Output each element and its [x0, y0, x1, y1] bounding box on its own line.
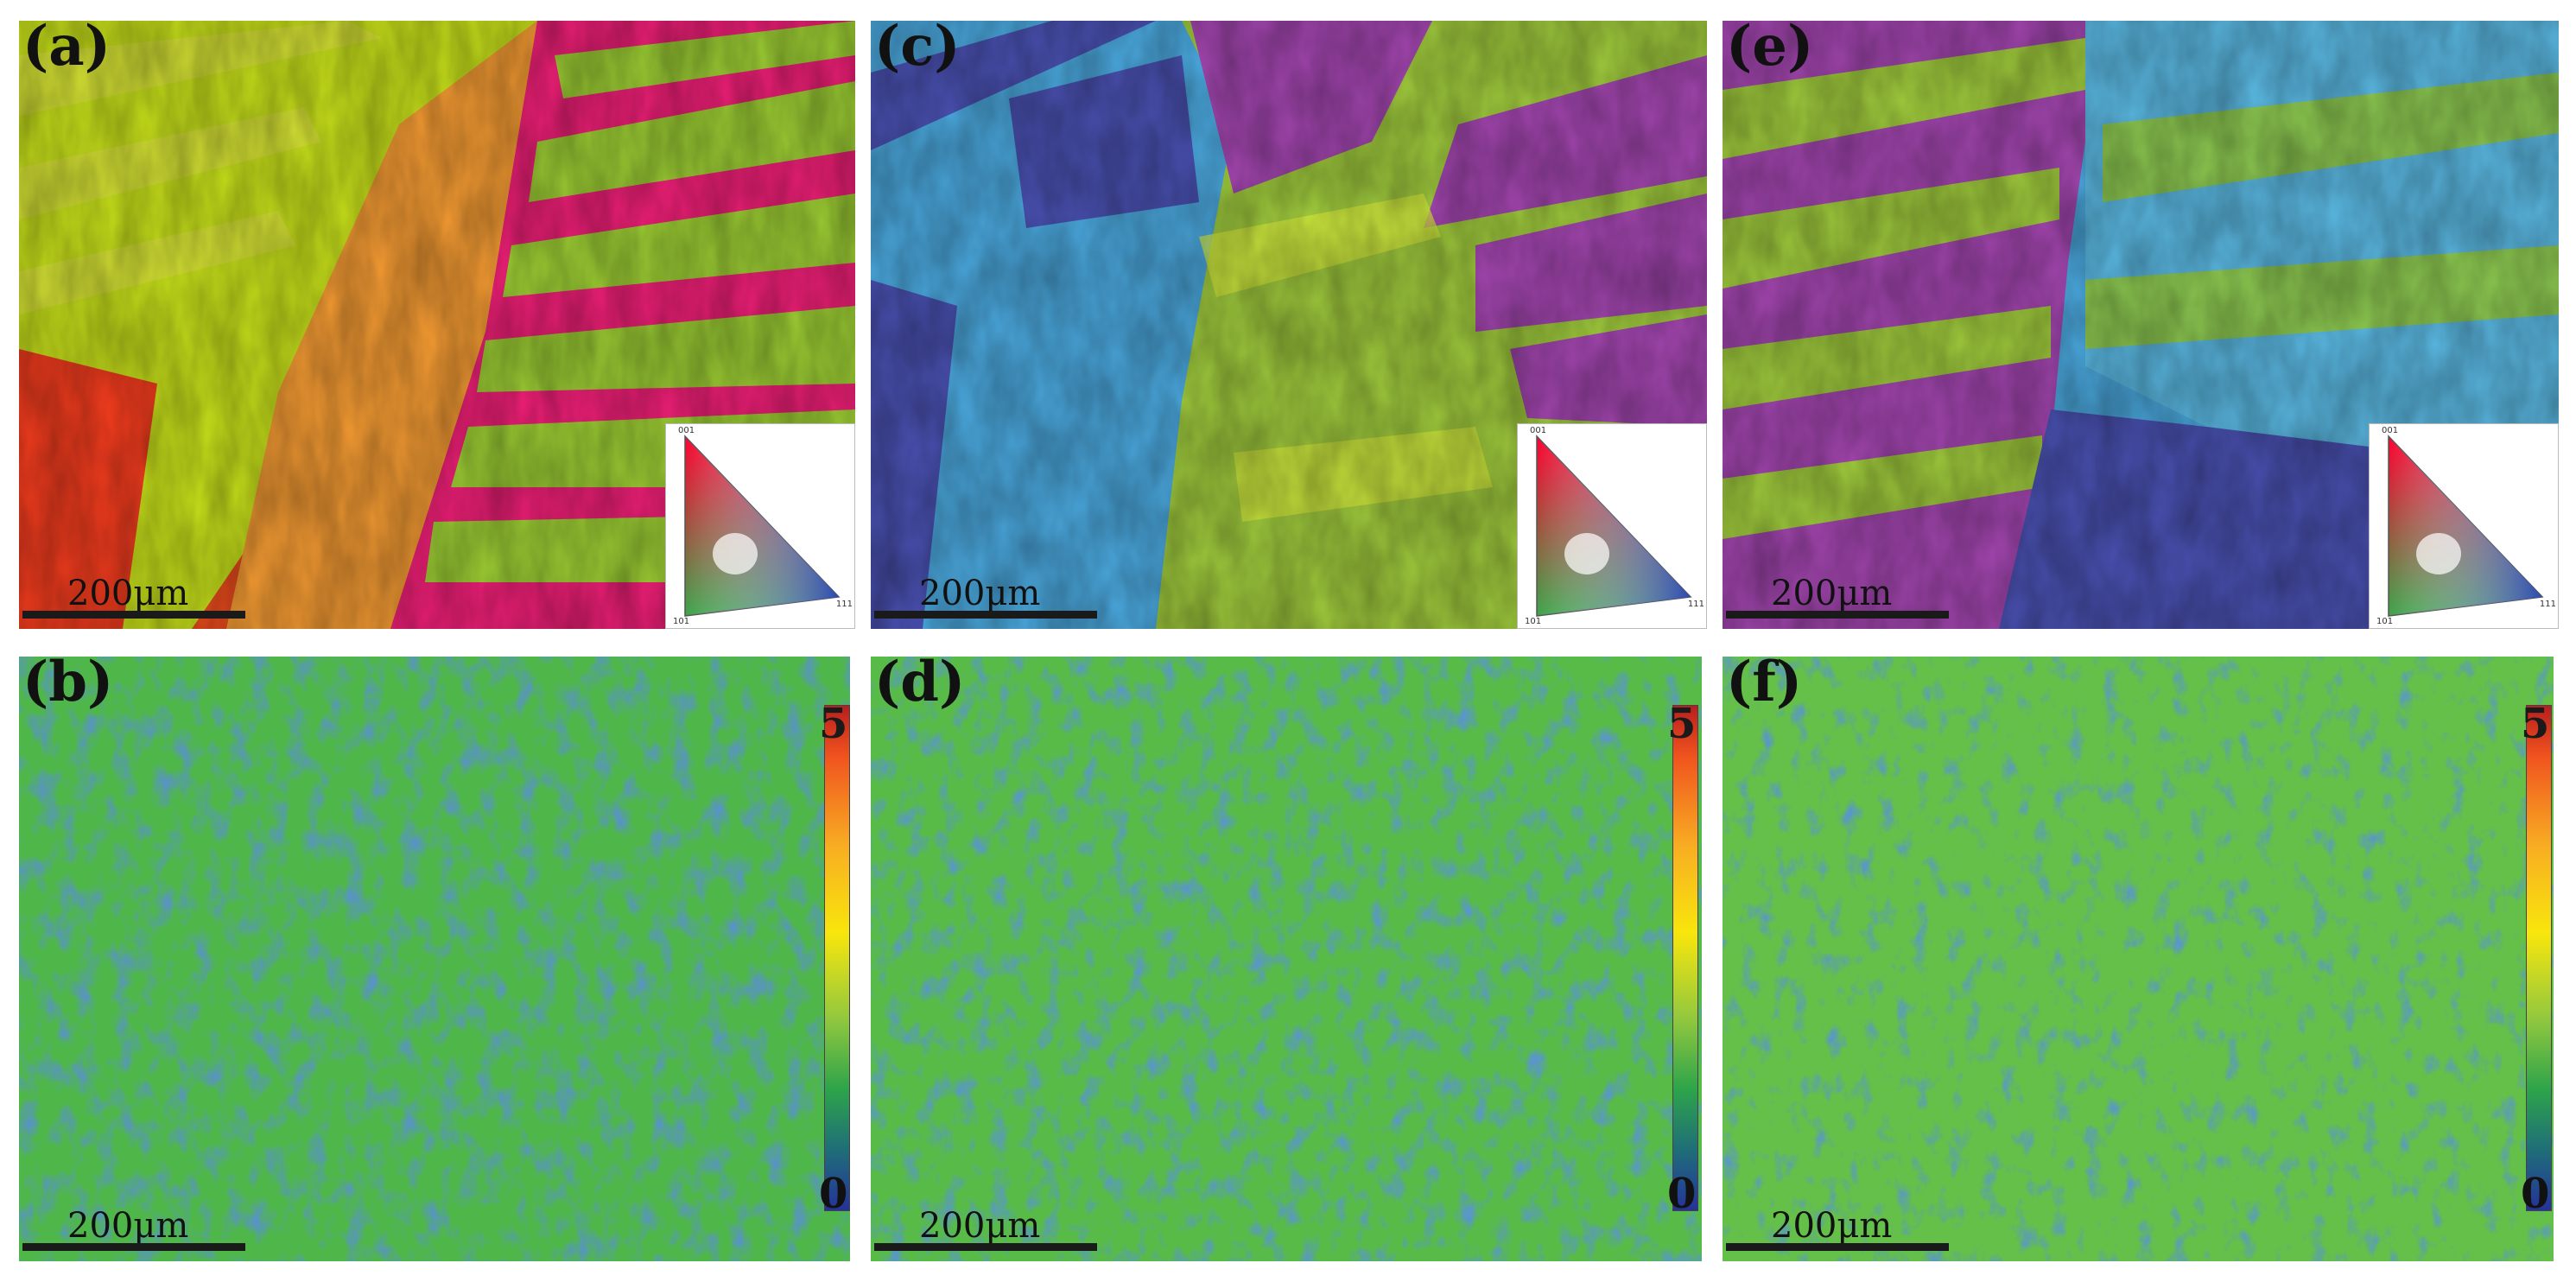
panel-label: (d)	[874, 657, 966, 714]
colorbar: 5 0	[819, 700, 850, 1218]
colorbar-min-label: 0	[1667, 1170, 1697, 1218]
ipf-color-key: 001 101 111	[1517, 423, 1707, 629]
colorbar-max-label: 5	[1667, 700, 1697, 748]
kam-map-b: (b) 200μm 5 0	[19, 657, 850, 1261]
scale-bar: 200μm	[1726, 574, 1949, 619]
scale-bar: 200μm	[874, 574, 1097, 619]
ipf-triangle-icon	[684, 435, 841, 617]
ipf-map-e-image	[1723, 21, 2559, 629]
scale-bar-text: 200μm	[919, 574, 1041, 613]
scale-bar-text: 200μm	[1771, 1206, 1893, 1246]
scale-bar: 200μm	[874, 1206, 1097, 1251]
scale-bar-text: 200μm	[67, 574, 189, 613]
ipf-map-e: (e) 200μm 001 101 111	[1723, 21, 2559, 629]
scale-bar: 200μm	[22, 574, 245, 619]
ipf-label-101: 101	[673, 617, 690, 626]
scale-bar: 200μm	[22, 1206, 245, 1251]
colorbar: 5 0	[2521, 700, 2552, 1218]
panel-label: (b)	[22, 657, 114, 714]
ipf-label-111: 111	[1687, 600, 1704, 609]
colorbar-min-label: 0	[2521, 1170, 2550, 1218]
ipf-triangle-icon	[2388, 435, 2544, 617]
colorbar-gradient	[1672, 705, 1698, 1211]
kam-map-f: (f) 200μm 5 0	[1723, 657, 2554, 1261]
ipf-map-c: (c) 200μm 001 101 111	[871, 21, 1707, 629]
scale-bar-line	[22, 611, 245, 619]
colorbar: 5 0	[1667, 700, 1698, 1218]
kam-map-d-image	[871, 657, 1702, 1261]
ipf-label-101: 101	[1525, 617, 1542, 626]
colorbar-min-label: 0	[819, 1170, 848, 1218]
panel-label: (f)	[1726, 657, 1803, 714]
panel-label: (e)	[1726, 21, 1814, 79]
scale-bar-text: 200μm	[67, 1206, 189, 1246]
ipf-label-001: 001	[2382, 426, 2399, 435]
scale-bar-text: 200μm	[1771, 574, 1893, 613]
ipf-map-a: (a) 200μm 001 101 111	[19, 21, 855, 629]
panel-label: (c)	[874, 21, 961, 79]
panel-label: (a)	[22, 21, 111, 79]
kam-map-d: (d) 200μm 5 0	[871, 657, 1702, 1261]
scale-bar-line	[22, 1243, 245, 1251]
kam-map-f-image	[1723, 657, 2554, 1261]
ipf-triangle-icon	[1536, 435, 1692, 617]
colorbar-gradient	[824, 705, 850, 1211]
scale-bar: 200μm	[1726, 1206, 1949, 1251]
colorbar-gradient	[2526, 705, 2552, 1211]
colorbar-max-label: 5	[2521, 700, 2550, 748]
scale-bar-line	[1726, 1243, 1949, 1251]
colorbar-max-label: 5	[819, 700, 848, 748]
ipf-label-111: 111	[835, 600, 853, 609]
ipf-label-111: 111	[2539, 600, 2556, 609]
ipf-label-001: 001	[678, 426, 695, 435]
ipf-label-101: 101	[2376, 617, 2394, 626]
ipf-label-001: 001	[1530, 426, 1547, 435]
ipf-color-key: 001 101 111	[2369, 423, 2559, 629]
scale-bar-line	[874, 1243, 1097, 1251]
ipf-color-key: 001 101 111	[665, 423, 855, 629]
scale-bar-line	[874, 611, 1097, 619]
kam-map-b-image	[19, 657, 850, 1261]
scale-bar-line	[1726, 611, 1949, 619]
scale-bar-text: 200μm	[919, 1206, 1041, 1246]
